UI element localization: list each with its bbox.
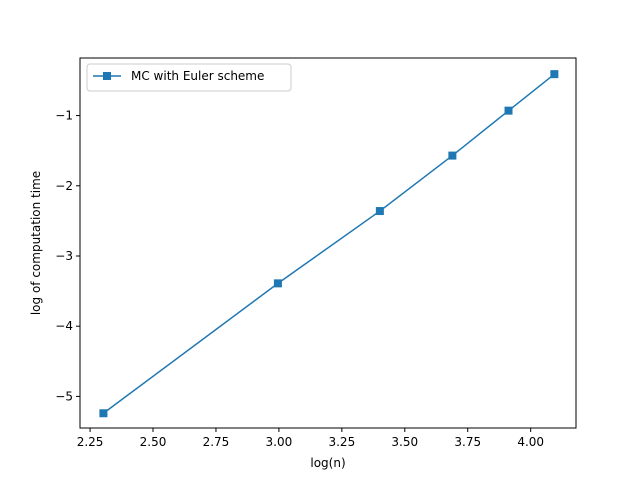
plot-area	[80, 58, 576, 428]
y-tick-label: −5	[55, 389, 73, 403]
x-tick-label: 3.50	[391, 435, 418, 449]
y-tick-label: −1	[55, 109, 73, 123]
x-tick-label: 4.00	[517, 435, 544, 449]
y-axis-label: log of computation time	[29, 171, 43, 315]
data-point	[273, 279, 282, 288]
data-point	[99, 409, 108, 418]
legend-box	[86, 63, 292, 92]
series-layer	[99, 70, 559, 418]
data-point	[504, 106, 513, 115]
y-axis-ticks: −5 −4 −3 −2 −1	[55, 109, 80, 403]
data-point	[375, 207, 384, 216]
x-tick-label: 3.75	[454, 435, 481, 449]
y-tick-label: −4	[55, 319, 73, 333]
y-tick-label: −2	[55, 179, 73, 193]
legend-entry-label: MC with Euler scheme	[131, 69, 264, 83]
legend-marker-sample	[103, 72, 111, 80]
series-line	[102, 73, 555, 414]
data-point	[448, 151, 457, 160]
x-axis-label: log(n)	[310, 456, 345, 470]
x-tick-label: 2.75	[203, 435, 230, 449]
y-tick-label: −3	[55, 249, 73, 263]
x-tick-label: 2.50	[140, 435, 167, 449]
x-tick-label: 3.00	[266, 435, 293, 449]
x-tick-label: 3.25	[328, 435, 355, 449]
data-point	[550, 70, 559, 79]
legend: MC with Euler scheme	[86, 63, 292, 92]
x-axis-ticks: 2.25 2.50 2.75 3.00 3.25 3.50 3.75 4.00	[77, 428, 544, 449]
plot-frame	[79, 57, 577, 429]
x-tick-label: 2.25	[77, 435, 104, 449]
